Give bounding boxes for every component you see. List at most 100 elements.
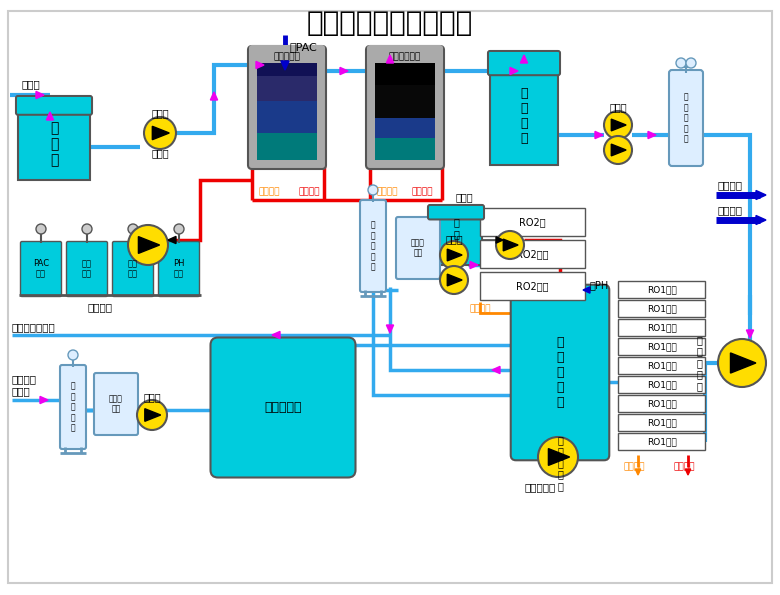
Circle shape bbox=[440, 266, 468, 294]
Text: 一级浓水: 一级浓水 bbox=[623, 462, 644, 471]
Text: 反洗泵: 反洗泵 bbox=[456, 192, 473, 202]
Polygon shape bbox=[40, 396, 48, 403]
Circle shape bbox=[82, 224, 92, 234]
Polygon shape bbox=[731, 353, 756, 373]
Text: RO1膜管: RO1膜管 bbox=[647, 399, 676, 408]
Polygon shape bbox=[386, 325, 394, 333]
Circle shape bbox=[604, 136, 632, 164]
Polygon shape bbox=[496, 237, 503, 243]
Polygon shape bbox=[152, 126, 169, 140]
Bar bbox=[18, 108, 90, 180]
Polygon shape bbox=[612, 119, 626, 131]
Bar bbox=[618, 395, 705, 412]
Text: 反洗泵: 反洗泵 bbox=[151, 148, 168, 158]
Polygon shape bbox=[138, 237, 160, 253]
Text: 反洗污水: 反洗污水 bbox=[673, 462, 694, 471]
Text: 阻垢
剂箱: 阻垢 剂箱 bbox=[128, 259, 138, 278]
Circle shape bbox=[128, 225, 168, 265]
Text: RO1膜管: RO1膜管 bbox=[647, 418, 676, 427]
Polygon shape bbox=[168, 236, 176, 243]
Text: 一
级
高
压
泵: 一 级 高 压 泵 bbox=[696, 335, 702, 391]
Bar bbox=[375, 63, 435, 85]
Text: 活性炭过滤器: 活性炭过滤器 bbox=[389, 52, 421, 61]
Bar bbox=[257, 133, 317, 160]
Text: PAC
水箱: PAC 水箱 bbox=[33, 259, 49, 278]
Circle shape bbox=[538, 437, 578, 477]
Text: 一
级
纯
水
箱: 一 级 纯 水 箱 bbox=[557, 435, 563, 491]
Text: 加还原剂: 加还原剂 bbox=[718, 180, 743, 190]
Text: RO1膜管: RO1膜管 bbox=[647, 380, 676, 389]
Bar bbox=[257, 63, 317, 77]
Text: 中
间
水
箱: 中 间 水 箱 bbox=[520, 87, 528, 145]
Bar bbox=[618, 338, 705, 355]
Text: 加PAC: 加PAC bbox=[290, 42, 317, 52]
Circle shape bbox=[68, 350, 78, 360]
FancyBboxPatch shape bbox=[669, 70, 703, 166]
FancyBboxPatch shape bbox=[396, 217, 440, 279]
Text: RO1膜管: RO1膜管 bbox=[647, 437, 676, 446]
Polygon shape bbox=[612, 144, 626, 156]
Circle shape bbox=[368, 185, 378, 195]
Text: 还原
剂箱: 还原 剂箱 bbox=[82, 259, 92, 278]
Bar bbox=[618, 376, 705, 393]
Circle shape bbox=[144, 117, 176, 149]
Text: RO1膜管: RO1膜管 bbox=[647, 304, 676, 313]
Text: 原
水
箱: 原 水 箱 bbox=[50, 121, 58, 167]
FancyBboxPatch shape bbox=[60, 365, 86, 449]
Polygon shape bbox=[510, 67, 518, 74]
Text: RO1膜管: RO1膜管 bbox=[647, 323, 676, 332]
FancyBboxPatch shape bbox=[429, 206, 483, 218]
FancyBboxPatch shape bbox=[17, 97, 91, 114]
Bar bbox=[618, 357, 705, 374]
Circle shape bbox=[496, 231, 524, 259]
Text: 高压泵: 高压泵 bbox=[445, 234, 463, 244]
Polygon shape bbox=[756, 215, 766, 224]
Circle shape bbox=[440, 241, 468, 269]
Bar bbox=[430, 214, 482, 265]
Polygon shape bbox=[386, 55, 394, 63]
FancyBboxPatch shape bbox=[366, 46, 444, 169]
FancyBboxPatch shape bbox=[367, 45, 443, 65]
Text: 紫处线
杀菌: 紫处线 杀菌 bbox=[109, 394, 123, 414]
Text: 加药剂箱: 加药剂箱 bbox=[87, 302, 112, 312]
Polygon shape bbox=[281, 61, 289, 70]
Circle shape bbox=[686, 58, 696, 68]
Polygon shape bbox=[470, 261, 478, 268]
Bar bbox=[618, 300, 705, 317]
Polygon shape bbox=[503, 239, 518, 251]
Text: 工业水: 工业水 bbox=[22, 79, 41, 89]
Text: 二级纯水箱: 二级纯水箱 bbox=[264, 401, 302, 414]
Text: 保
安
过
滤
器: 保 安 过 滤 器 bbox=[684, 93, 688, 143]
Polygon shape bbox=[145, 409, 161, 421]
Bar bbox=[618, 281, 705, 298]
FancyBboxPatch shape bbox=[112, 242, 154, 296]
Polygon shape bbox=[340, 67, 348, 74]
Bar bbox=[257, 77, 317, 101]
Polygon shape bbox=[520, 55, 527, 63]
FancyBboxPatch shape bbox=[248, 46, 326, 169]
FancyBboxPatch shape bbox=[158, 242, 200, 296]
Text: RO1膜管: RO1膜管 bbox=[647, 342, 676, 351]
Bar bbox=[490, 67, 558, 165]
FancyBboxPatch shape bbox=[211, 337, 356, 478]
FancyBboxPatch shape bbox=[360, 200, 386, 292]
FancyBboxPatch shape bbox=[20, 242, 62, 296]
Circle shape bbox=[36, 224, 46, 234]
Text: 二级高压泵: 二级高压泵 bbox=[524, 482, 555, 492]
Text: 二级纯水
用水点: 二级纯水 用水点 bbox=[12, 374, 37, 396]
Text: 一级纯水用水点: 一级纯水用水点 bbox=[12, 322, 55, 332]
Polygon shape bbox=[648, 131, 656, 139]
Text: 反洗污水: 反洗污水 bbox=[299, 187, 321, 196]
FancyBboxPatch shape bbox=[249, 45, 325, 65]
Bar bbox=[618, 319, 705, 336]
Circle shape bbox=[137, 400, 167, 430]
FancyBboxPatch shape bbox=[16, 96, 92, 115]
Text: 正洗污水: 正洗污水 bbox=[377, 187, 399, 196]
Text: PH
剂箱: PH 剂箱 bbox=[173, 259, 185, 278]
FancyBboxPatch shape bbox=[94, 373, 138, 435]
Polygon shape bbox=[272, 331, 280, 339]
Bar bbox=[480, 240, 585, 268]
Polygon shape bbox=[492, 367, 500, 374]
Circle shape bbox=[718, 339, 766, 387]
Text: RO2膜管: RO2膜管 bbox=[516, 249, 549, 259]
